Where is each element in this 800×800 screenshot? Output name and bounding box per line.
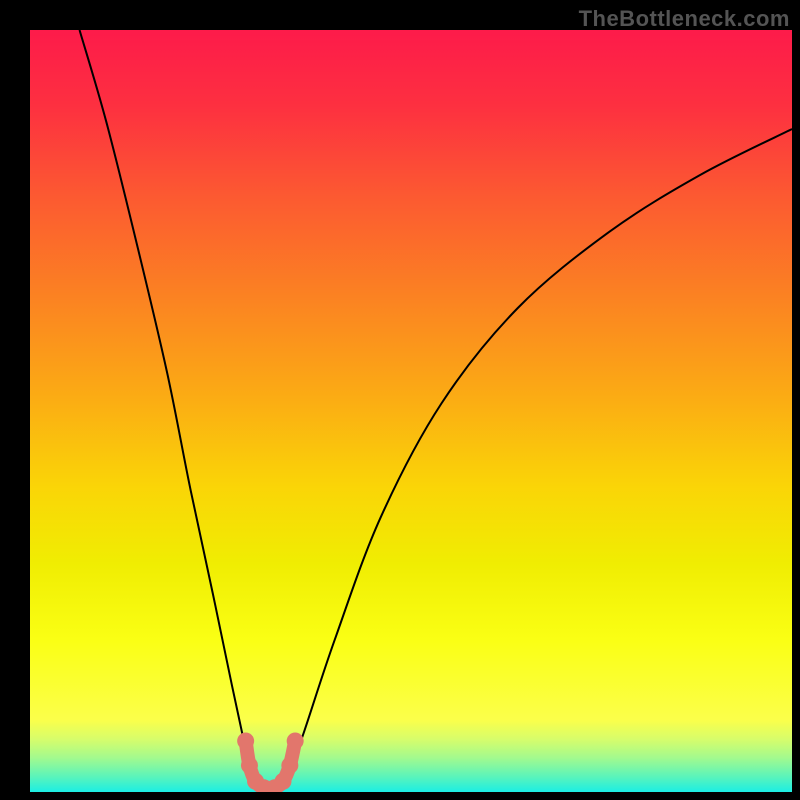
optimal-region-dot bbox=[241, 757, 258, 774]
optimal-region-dot bbox=[287, 732, 304, 749]
optimal-region-dot bbox=[281, 757, 298, 774]
chart-plot-area bbox=[30, 30, 792, 792]
optimal-region-dot bbox=[237, 732, 254, 749]
chart-background-gradient bbox=[30, 30, 792, 792]
watermark-text: TheBottleneck.com bbox=[579, 6, 790, 32]
optimal-region-dot bbox=[274, 773, 291, 790]
chart-svg bbox=[30, 30, 792, 792]
